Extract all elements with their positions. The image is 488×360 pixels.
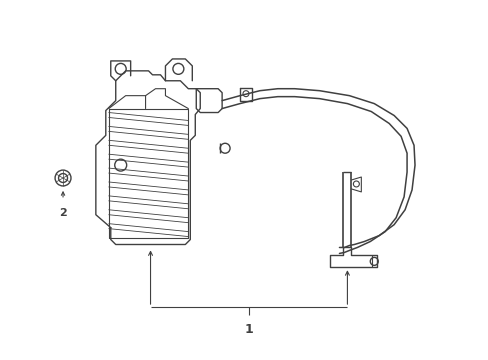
Text: 1: 1: [244, 323, 253, 336]
Text: 2: 2: [59, 208, 67, 218]
